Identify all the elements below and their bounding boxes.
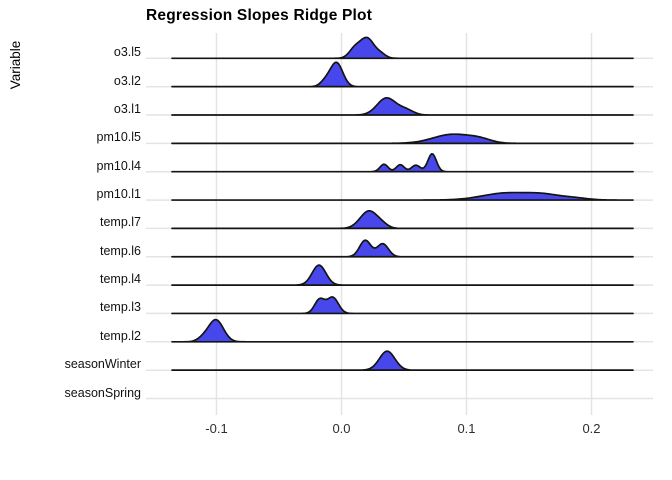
y-axis-label-temp.l2: temp.l2 [100,328,141,343]
y-axis-label-pm10.l4: pm10.l4 [96,158,141,173]
y-axis-label-o3.l2: o3.l2 [113,73,141,88]
ridge-seasonWinter [171,350,634,371]
y-axis-label-seasonSpring: seasonSpring [64,385,141,400]
ridge-pm10.l5 [171,133,634,145]
ridge-temp.l3 [171,296,634,315]
ridge-o3.l5 [171,36,634,60]
y-axis-label-temp.l6: temp.l6 [100,243,141,258]
ridge-temp.l2 [171,318,634,343]
y-axis-label-temp.l4: temp.l4 [100,272,141,287]
y-axis-label-pm10.l1: pm10.l1 [96,187,141,202]
ridge-pm10.l4 [171,153,634,173]
chart-title: Regression Slopes Ridge Plot [146,7,373,24]
y-axis-label-o3.l5: o3.l5 [113,45,141,60]
ridge-pm10.l1 [171,191,634,201]
x-tick-label-0.0: 0.0 [332,421,351,436]
y-axis-label-pm10.l5: pm10.l5 [96,130,141,145]
x-tick-label-0.2: 0.2 [582,421,601,436]
ridge-temp.l6 [171,239,634,258]
ridge-o3.l1 [171,96,634,116]
ridge-temp.l7 [171,209,634,230]
ridge-temp.l4 [171,264,634,286]
y-axis-label-o3.l1: o3.l1 [113,102,141,116]
x-tick-label--0.1: -0.1 [205,421,228,436]
y-axis-label-seasonWinter: seasonWinter [64,357,141,372]
x-tick-label-0.1: 0.1 [457,421,476,436]
y-axis-label-temp.l7: temp.l7 [100,215,141,230]
ridge-o3.l2 [171,61,634,88]
y-axis-label-temp.l3: temp.l3 [100,300,141,315]
